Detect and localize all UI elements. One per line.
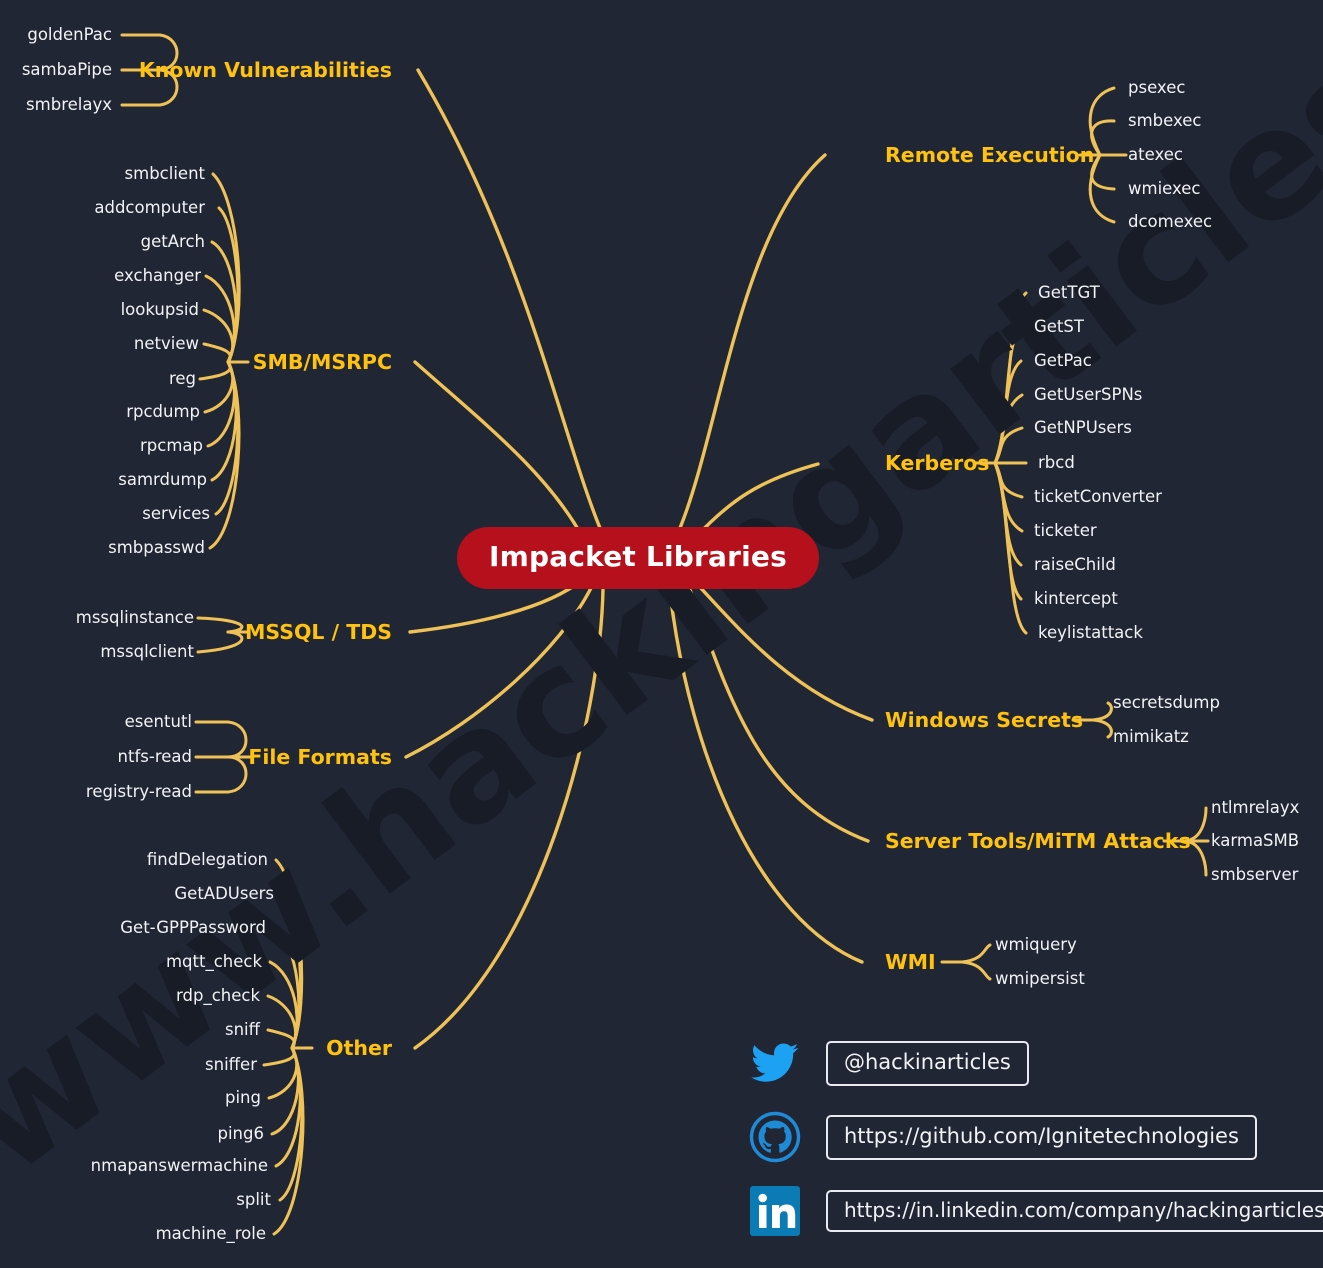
leaf-sniff[interactable]: sniff	[224, 1019, 260, 1039]
branch-server-tools-mitm[interactable]: Server Tools/MiTM Attacks	[885, 828, 1191, 853]
leaf-getuserspns[interactable]: GetUserSPNs	[1034, 384, 1143, 404]
leaf-nmapanswermachine[interactable]: nmapanswermachine	[90, 1155, 268, 1175]
leaf-kintercept[interactable]: kintercept	[1034, 588, 1118, 608]
leaf-netview[interactable]: netview	[133, 333, 199, 353]
social-row-linkedin[interactable]: https://in.linkedin.com/company/hackinga…	[748, 1184, 1323, 1238]
leaf-ping6[interactable]: ping6	[217, 1123, 265, 1143]
leaf-smbrelayx[interactable]: smbrelayx	[26, 94, 112, 114]
leaf-getarch[interactable]: getArch	[140, 231, 205, 251]
leaf-dcomexec[interactable]: dcomexec	[1128, 211, 1213, 231]
leaf-atexec[interactable]: atexec	[1128, 144, 1183, 164]
leaf-ticketer[interactable]: ticketer	[1034, 520, 1097, 540]
leaf-machine-role[interactable]: machine_role	[155, 1223, 266, 1243]
github-url[interactable]: https://github.com/Ignitetechnologies	[826, 1114, 1257, 1160]
leaf-samrdump[interactable]: samrdump	[118, 469, 207, 489]
root-node[interactable]: Impacket Libraries	[457, 527, 819, 589]
branch-file-formats[interactable]: File Formats	[248, 744, 392, 769]
leaf-karmasmb[interactable]: karmaSMB	[1211, 830, 1300, 850]
social-row-twitter[interactable]: @hackinarticles	[748, 1036, 1323, 1090]
leaf-keylistattack[interactable]: keylistattack	[1038, 622, 1143, 642]
leaf-goldenpac[interactable]: goldenPac	[27, 24, 112, 44]
leaf-mssqlclient[interactable]: mssqlclient	[100, 641, 194, 661]
leaf-wmiexec[interactable]: wmiexec	[1128, 178, 1201, 198]
leaf-raisechild[interactable]: raiseChild	[1034, 554, 1116, 574]
leaf-get-gpppassword[interactable]: Get-GPPPassword	[120, 917, 266, 937]
linkedin-url[interactable]: https://in.linkedin.com/company/hackinga…	[826, 1190, 1323, 1232]
github-icon	[748, 1110, 802, 1164]
leaf-getnpusers[interactable]: GetNPUsers	[1034, 417, 1132, 437]
leaf-registry-read[interactable]: registry-read	[85, 781, 192, 801]
leaf-rpcmap[interactable]: rpcmap	[140, 435, 203, 455]
leaf-finddelegation[interactable]: findDelegation	[146, 849, 268, 869]
leaf-getadusers[interactable]: GetADUsers	[174, 883, 274, 903]
leaf-split[interactable]: split	[236, 1189, 271, 1209]
branch-mssql-tds[interactable]: MSSQL / TDS	[244, 619, 392, 644]
leaf-ntlmrelayx[interactable]: ntlmrelayx	[1211, 797, 1300, 817]
leaf-ping[interactable]: ping	[225, 1087, 261, 1107]
leaf-mssqlinstance[interactable]: mssqlinstance	[75, 607, 194, 627]
leaf-ticketconverter[interactable]: ticketConverter	[1034, 486, 1162, 506]
branch-remote-execution[interactable]: Remote Execution	[885, 142, 1095, 167]
leaf-rpcdump[interactable]: rpcdump	[126, 401, 200, 421]
leaf-smbclient[interactable]: smbclient	[124, 163, 205, 183]
leaf-rdp-check[interactable]: rdp_check	[176, 985, 260, 1005]
leaf-exchanger[interactable]: exchanger	[114, 265, 201, 285]
leaf-services[interactable]: services	[142, 503, 210, 523]
leaf-smbserver[interactable]: smbserver	[1211, 864, 1299, 884]
leaf-gettgt[interactable]: GetTGT	[1038, 282, 1100, 302]
leaf-secretsdump[interactable]: secretsdump	[1113, 692, 1220, 712]
twitter-icon	[748, 1036, 802, 1090]
twitter-handle[interactable]: @hackinarticles	[826, 1040, 1029, 1086]
leaf-mimikatz[interactable]: mimikatz	[1113, 726, 1189, 746]
branch-windows-secrets[interactable]: Windows Secrets	[885, 707, 1084, 732]
leaf-smbexec[interactable]: smbexec	[1128, 110, 1202, 130]
branch-known-vulnerabilities[interactable]: Known Vulnerabilities	[138, 57, 392, 82]
leaf-psexec[interactable]: psexec	[1128, 77, 1186, 97]
leaf-sniffer[interactable]: sniffer	[205, 1054, 257, 1074]
branch-other[interactable]: Other	[326, 1035, 392, 1060]
leaf-reg[interactable]: reg	[168, 368, 196, 388]
branch-smb-msrpc[interactable]: SMB/MSRPC	[252, 349, 392, 374]
leaf-lookupsid[interactable]: lookupsid	[120, 299, 199, 319]
leaf-rbcd[interactable]: rbcd	[1038, 452, 1075, 472]
leaf-esentutl[interactable]: esentutl	[124, 711, 192, 731]
leaf-wmiquery[interactable]: wmiquery	[995, 934, 1077, 954]
branch-kerberos[interactable]: Kerberos	[885, 450, 990, 475]
social-row-github[interactable]: https://github.com/Ignitetechnologies	[748, 1110, 1323, 1164]
linkedin-icon	[748, 1184, 802, 1238]
leaf-getpac[interactable]: GetPac	[1034, 350, 1092, 370]
social-links: @hackinarticles https://github.com/Ignit…	[748, 1036, 1323, 1258]
branch-wmi[interactable]: WMI	[885, 949, 936, 974]
leaf-sambapipe[interactable]: sambaPipe	[21, 59, 112, 79]
leaf-mqtt-check[interactable]: mqtt_check	[165, 951, 262, 971]
leaf-getst[interactable]: GetST	[1034, 316, 1084, 336]
leaf-wmipersist[interactable]: wmipersist	[995, 968, 1085, 988]
leaf-smbpasswd[interactable]: smbpasswd	[108, 537, 205, 557]
leaf-addcomputer[interactable]: addcomputer	[94, 197, 205, 217]
leaf-ntfs-read[interactable]: ntfs-read	[117, 746, 192, 766]
